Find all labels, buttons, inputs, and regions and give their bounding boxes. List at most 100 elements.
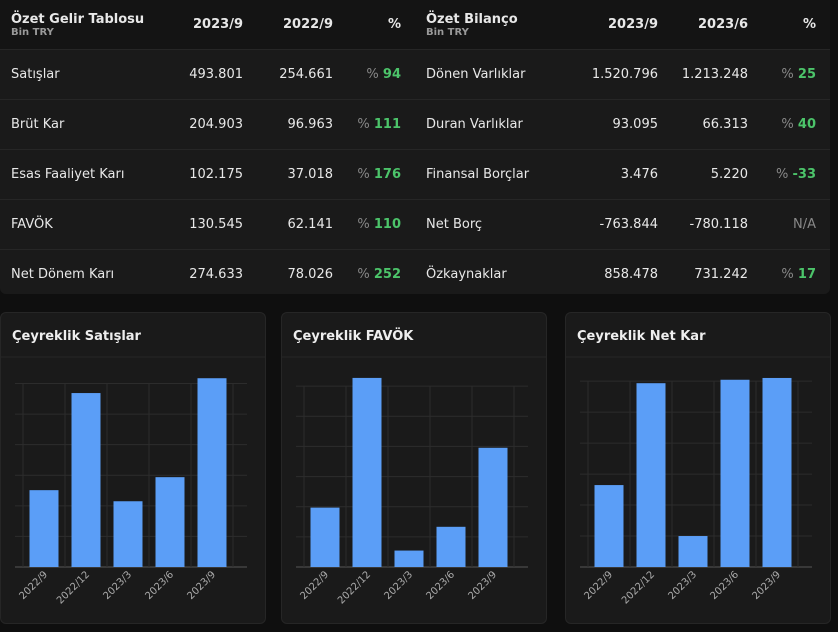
pct-sign: % (357, 267, 370, 282)
table-row: Finansal Borçlar 3.476 5.220% -33 (415, 149, 830, 199)
table-row: Net Dönem Karı 274.633 78.026% 252 (0, 249, 415, 299)
x-tick-label: 2022/12 (336, 569, 373, 606)
x-tick-label: 2023/6 (143, 569, 176, 602)
column-header: 2023/6 (698, 17, 748, 32)
pct-cell: % 111 (333, 117, 415, 132)
header-title: Özet Gelir Tablosu Bin TRY (0, 12, 148, 38)
header-title: Özet Bilanço Bin TRY (415, 12, 563, 38)
bar (197, 378, 227, 567)
chart: Çeyreklik Satışlar 2022/9 2022/12 2023/3 202… (1, 329, 265, 606)
row-label: Net Borç (426, 217, 483, 232)
bar (636, 383, 666, 567)
x-tick-label: 2023/3 (382, 569, 415, 602)
chart-panel: Çeyreklik FAVÖK 2022/9 2022/12 2023/3 2023/6… (281, 312, 547, 624)
pct-sign: % (781, 267, 794, 282)
x-tick-label: 2023/3 (666, 569, 699, 602)
x-tick-label: 2023/9 (466, 569, 499, 602)
cell: 93.095 (612, 117, 659, 132)
table-row: FAVÖK 130.545 62.141% 110 (0, 199, 415, 249)
row-label: Duran Varlıklar (426, 117, 523, 132)
table-row: Esas Faaliyet Karı 102.175 37.018% 176 (0, 149, 415, 199)
header-row: Özet Bilanço Bin TRY 2023/9 2023/6% (415, 0, 830, 49)
column-header: 2023/9 (193, 17, 243, 32)
pct-value: 110 (373, 217, 401, 232)
table-row: Net Borç -763.844 -780.118 N/A (415, 199, 830, 249)
cell: 78.026 (287, 267, 334, 282)
x-tick-label: 2022/9 (298, 569, 331, 602)
chart: Çeyreklik FAVÖK 2022/9 2022/12 2023/3 2023/6… (282, 328, 546, 606)
pct-cell: % -33 (748, 167, 830, 182)
cell: 37.018 (287, 167, 334, 182)
chart-title: Çeyreklik FAVÖK (293, 328, 414, 344)
pct-sign: % (781, 67, 794, 82)
row-label: Esas Faaliyet Karı (11, 167, 125, 182)
table-row: Brüt Kar 204.903 96.963% 111 (0, 99, 415, 149)
pct-value: N/A (793, 217, 816, 232)
chart-panel: Çeyreklik Satışlar 2022/9 2022/12 2023/3 202… (0, 312, 266, 624)
table-subtitle: Bin TRY (426, 26, 469, 38)
cell: 731.242 (694, 267, 748, 282)
bar (71, 393, 101, 567)
table-row: Satışlar 493.801 254.661% 94 (0, 49, 415, 99)
row-label: Özkaynaklar (426, 267, 507, 282)
pct-cell: % 176 (333, 167, 415, 182)
pct-value: 252 (373, 267, 401, 282)
row-label: FAVÖK (11, 217, 53, 232)
table-title: Özet Bilanço (426, 11, 518, 27)
pct-cell: % 252 (333, 267, 415, 282)
cell: 5.220 (710, 167, 748, 182)
pct-value: 111 (373, 117, 401, 132)
chart-panel: Çeyreklik Net Kar 2022/9 2022/12 2023/3 2023… (565, 312, 831, 624)
bar (29, 490, 59, 567)
pct-value: 17 (797, 267, 816, 282)
column-header: 2023/9 (608, 17, 658, 32)
table-subtitle: Bin TRY (11, 26, 54, 38)
pct-cell: % 40 (748, 117, 830, 132)
summary-tables: Özet Gelir Tablosu Bin TRY 2023/9 2022/9% Sa… (0, 0, 830, 294)
column-header: % (387, 17, 401, 32)
row-label: Net Dönem Karı (11, 267, 115, 282)
cell: 254.661 (279, 67, 333, 82)
pct-cell: % 110 (333, 217, 415, 232)
header-row: Özet Gelir Tablosu Bin TRY 2023/9 2022/9% (0, 0, 415, 49)
chart-title: Çeyreklik Net Kar (577, 329, 706, 344)
cell: 1.213.248 (681, 67, 748, 82)
chart: Çeyreklik Net Kar 2022/9 2022/12 2023/3 2023… (566, 329, 830, 606)
pct-value: 176 (373, 167, 401, 182)
cell: 858.478 (604, 267, 658, 282)
table-group: Özet Bilanço Bin TRY 2023/9 2023/6% Dönen Va… (415, 0, 830, 294)
column-header: % (802, 17, 816, 32)
bar (720, 379, 750, 567)
table-row: Özkaynaklar 858.478 731.242% 17 (415, 249, 830, 299)
cell: -763.844 (599, 217, 658, 232)
cell: -780.118 (689, 217, 748, 232)
chart-title: Çeyreklik Satışlar (12, 329, 142, 344)
x-tick-label: 2022/9 (17, 569, 50, 602)
bar (678, 536, 708, 567)
bar (594, 485, 624, 567)
bar (436, 526, 466, 567)
row-label: Brüt Kar (11, 117, 65, 132)
table-title: Özet Gelir Tablosu (11, 11, 145, 27)
x-tick-label: 2022/9 (582, 569, 615, 602)
bar (155, 477, 185, 567)
pct-cell: % 25 (748, 67, 830, 82)
x-tick-label: 2023/9 (750, 569, 783, 602)
pct-sign: % (781, 117, 794, 132)
cell: 274.633 (189, 267, 243, 282)
cell: 130.545 (189, 217, 243, 232)
row-label: Dönen Varlıklar (426, 67, 526, 82)
cell: 96.963 (287, 117, 334, 132)
pct-value: 25 (797, 67, 816, 82)
cell: 62.141 (287, 217, 334, 232)
bar (113, 501, 143, 567)
x-tick-label: 2023/6 (424, 569, 457, 602)
bar (762, 377, 792, 567)
x-tick-label: 2022/12 (55, 569, 92, 606)
cell: 493.801 (189, 67, 243, 82)
bar (394, 550, 424, 567)
bar (478, 447, 508, 567)
x-tick-label: 2022/12 (620, 569, 657, 606)
pct-sign: % (776, 167, 789, 182)
